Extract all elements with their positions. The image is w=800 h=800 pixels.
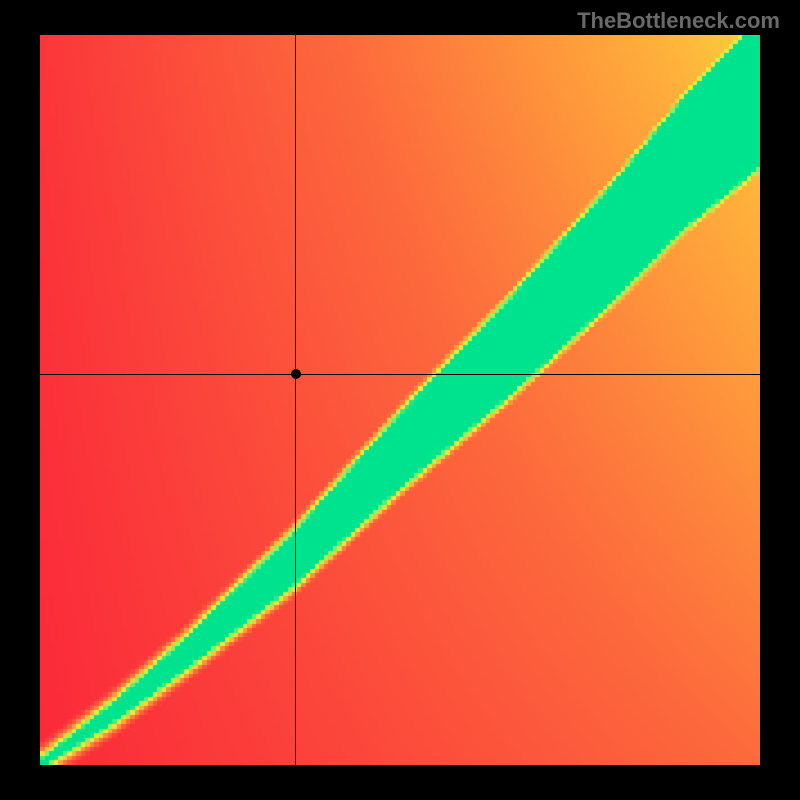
frame-border [760,35,800,765]
crosshair-horizontal [40,374,760,375]
chart-container: TheBottleneck.com [0,0,800,800]
marker-point [291,369,301,379]
watermark-text: TheBottleneck.com [577,8,780,34]
crosshair-vertical [295,35,296,765]
heatmap-canvas [40,35,760,765]
frame-border [0,765,800,800]
frame-border [0,35,40,765]
